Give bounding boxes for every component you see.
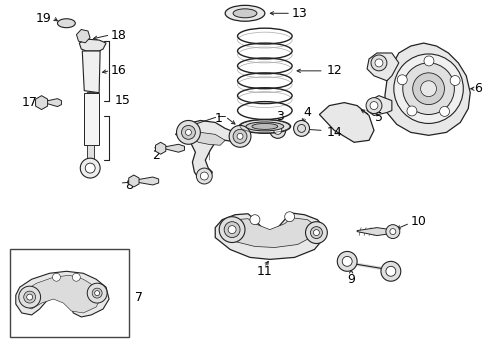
Polygon shape — [367, 96, 392, 116]
Text: 15: 15 — [115, 94, 131, 107]
Circle shape — [306, 222, 327, 243]
Circle shape — [285, 212, 294, 222]
Text: 4: 4 — [304, 106, 312, 119]
Circle shape — [196, 168, 212, 184]
Ellipse shape — [239, 120, 291, 133]
Ellipse shape — [246, 122, 284, 131]
Text: 5: 5 — [375, 111, 383, 124]
Circle shape — [440, 107, 449, 116]
Circle shape — [19, 286, 41, 308]
Polygon shape — [82, 51, 100, 93]
Ellipse shape — [225, 5, 265, 21]
Circle shape — [386, 266, 396, 276]
Circle shape — [450, 76, 460, 85]
Circle shape — [52, 273, 60, 281]
Ellipse shape — [233, 9, 257, 18]
Circle shape — [200, 172, 208, 180]
Polygon shape — [385, 43, 470, 135]
Text: 11: 11 — [257, 265, 273, 278]
Text: 19: 19 — [36, 12, 51, 25]
Text: 6: 6 — [474, 82, 482, 95]
Polygon shape — [44, 99, 61, 107]
Circle shape — [337, 251, 357, 271]
Circle shape — [85, 163, 95, 173]
Circle shape — [229, 125, 251, 147]
Circle shape — [390, 229, 396, 235]
Text: 14: 14 — [326, 126, 342, 139]
Polygon shape — [163, 144, 184, 152]
Circle shape — [270, 122, 286, 138]
FancyBboxPatch shape — [10, 249, 129, 337]
Ellipse shape — [252, 123, 278, 129]
Polygon shape — [222, 218, 318, 247]
Circle shape — [366, 98, 382, 113]
Circle shape — [176, 121, 200, 144]
Polygon shape — [215, 213, 324, 260]
Text: 10: 10 — [411, 215, 427, 228]
Circle shape — [181, 125, 196, 139]
Polygon shape — [87, 145, 94, 162]
Circle shape — [397, 75, 407, 85]
Text: 9: 9 — [347, 273, 355, 286]
Circle shape — [407, 106, 417, 116]
Text: 2: 2 — [152, 149, 160, 162]
Circle shape — [224, 222, 240, 238]
Polygon shape — [193, 132, 225, 145]
Polygon shape — [87, 93, 95, 130]
Circle shape — [386, 225, 400, 239]
Text: 8: 8 — [125, 179, 133, 193]
Text: 18: 18 — [111, 29, 127, 42]
Circle shape — [403, 63, 454, 114]
Circle shape — [370, 102, 378, 109]
Circle shape — [95, 291, 99, 296]
Circle shape — [297, 125, 306, 132]
Text: 13: 13 — [292, 7, 307, 20]
Circle shape — [420, 81, 437, 96]
Circle shape — [185, 129, 192, 135]
Polygon shape — [136, 177, 159, 185]
Text: 12: 12 — [326, 64, 342, 77]
Circle shape — [381, 261, 401, 281]
Polygon shape — [16, 271, 109, 317]
Text: 7: 7 — [135, 291, 143, 303]
Circle shape — [371, 55, 387, 71]
Circle shape — [87, 283, 107, 303]
Polygon shape — [20, 275, 101, 313]
Circle shape — [80, 158, 100, 178]
Circle shape — [219, 217, 245, 243]
Circle shape — [250, 215, 260, 225]
Circle shape — [413, 73, 444, 105]
Ellipse shape — [57, 19, 75, 28]
Circle shape — [375, 59, 383, 67]
Polygon shape — [367, 53, 399, 81]
Polygon shape — [175, 121, 248, 180]
Circle shape — [228, 226, 236, 234]
Polygon shape — [84, 93, 99, 145]
Circle shape — [424, 56, 434, 66]
Circle shape — [294, 121, 310, 136]
Circle shape — [26, 294, 33, 300]
Circle shape — [274, 126, 282, 134]
Circle shape — [311, 227, 322, 239]
Circle shape — [24, 291, 36, 303]
Polygon shape — [79, 39, 106, 51]
Text: 16: 16 — [111, 64, 127, 77]
Polygon shape — [357, 228, 391, 235]
Circle shape — [237, 133, 243, 139]
Text: 1: 1 — [214, 112, 222, 125]
Polygon shape — [319, 103, 374, 142]
Circle shape — [342, 256, 352, 266]
Circle shape — [394, 54, 464, 123]
Text: 3: 3 — [276, 110, 284, 123]
Text: 17: 17 — [22, 96, 38, 109]
Circle shape — [92, 288, 102, 298]
Circle shape — [73, 273, 80, 281]
Circle shape — [314, 230, 319, 235]
Circle shape — [233, 129, 247, 143]
